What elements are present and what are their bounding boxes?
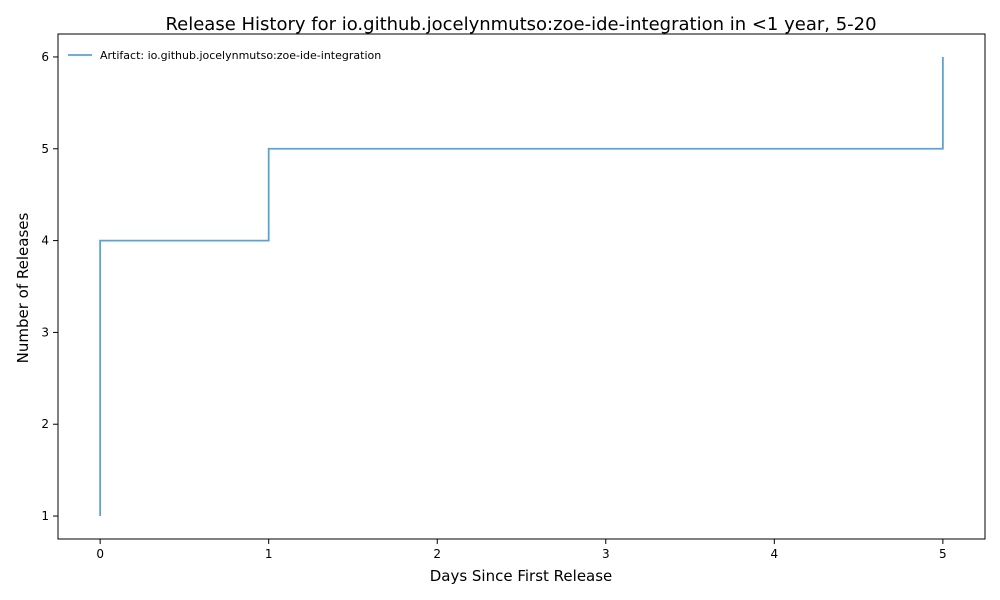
y-tick-label: 3 bbox=[41, 325, 49, 339]
x-tick-label: 2 bbox=[433, 547, 441, 561]
x-axis: 0 1 2 3 4 5 bbox=[96, 539, 947, 561]
x-tick-label: 3 bbox=[602, 547, 610, 561]
axes-frame bbox=[57, 33, 986, 540]
x-tick-label: 4 bbox=[770, 547, 778, 561]
y-axis-label: Number of Releases bbox=[14, 212, 32, 363]
x-axis-label: Days Since First Release bbox=[430, 567, 613, 585]
series-step-line bbox=[99, 56, 944, 517]
series-layer bbox=[99, 56, 944, 517]
x-tick-label: 0 bbox=[96, 547, 104, 561]
y-tick-label: 5 bbox=[41, 142, 49, 156]
chart-title: Release History for io.github.jocelynmut… bbox=[165, 14, 876, 35]
y-axis: 1 2 3 4 5 6 bbox=[41, 50, 58, 523]
y-tick-label: 6 bbox=[41, 50, 49, 64]
y-tick-label: 1 bbox=[41, 509, 49, 523]
legend: Artifact: io.github.jocelynmutso:zoe-ide… bbox=[68, 49, 381, 62]
plot-area: 0 1 2 3 4 5 1 2 3 4 5 6 bbox=[41, 33, 986, 561]
x-tick-label: 1 bbox=[265, 547, 273, 561]
x-tick-label: 5 bbox=[939, 547, 947, 561]
y-tick-label: 4 bbox=[41, 234, 49, 248]
legend-label: Artifact: io.github.jocelynmutso:zoe-ide… bbox=[100, 49, 381, 62]
y-tick-label: 2 bbox=[41, 417, 49, 431]
